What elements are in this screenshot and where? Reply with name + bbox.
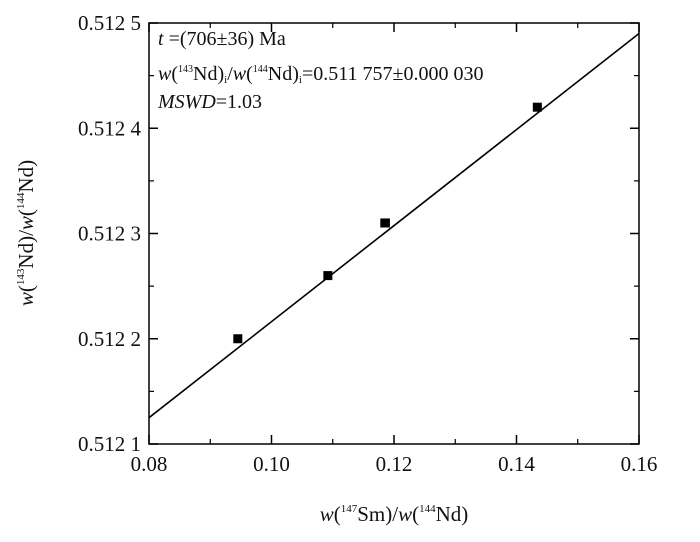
- y-tick-label: 0.512 2: [78, 327, 141, 351]
- x-tick-labels: 0.08 0.10 0.12 0.14 0.16: [131, 452, 658, 476]
- y-tick-label: 0.512 1: [78, 432, 141, 456]
- x-axis-label: w(147Sm)/w(144Nd): [320, 502, 469, 526]
- x-tick-label: 0.12: [376, 452, 413, 476]
- x-tick-label: 0.16: [621, 452, 658, 476]
- y-axis-label: w(143Nd)/w(144Nd): [14, 160, 38, 306]
- x-tick-label: 0.10: [253, 452, 290, 476]
- data-points: [233, 102, 542, 344]
- y-tick-label: 0.512 4: [78, 116, 142, 140]
- isochron-line-group: [148, 32, 640, 419]
- plot-frame: [148, 22, 640, 445]
- x-tick-label: 0.08: [131, 452, 168, 476]
- axis-ticks: [148, 22, 640, 445]
- y-tick-labels: 0.512 1 0.512 2 0.512 3 0.512 4 0.512 5: [78, 11, 142, 456]
- y-tick-label: 0.512 3: [78, 222, 141, 246]
- data-point: [380, 218, 390, 228]
- isochron-line: [148, 32, 640, 419]
- x-tick-label: 0.14: [498, 452, 535, 476]
- data-point: [532, 102, 542, 112]
- mswd-annotation: MSWD=1.03: [157, 91, 262, 113]
- initial-ratio-annotation: w(143Nd)i/w(144Nd)i=0.511 757±0.000 030: [158, 63, 483, 86]
- data-point: [233, 334, 243, 344]
- data-point: [323, 271, 333, 281]
- y-tick-label: 0.512 5: [78, 11, 141, 35]
- age-annotation: t =(706±36) Ma: [158, 28, 286, 50]
